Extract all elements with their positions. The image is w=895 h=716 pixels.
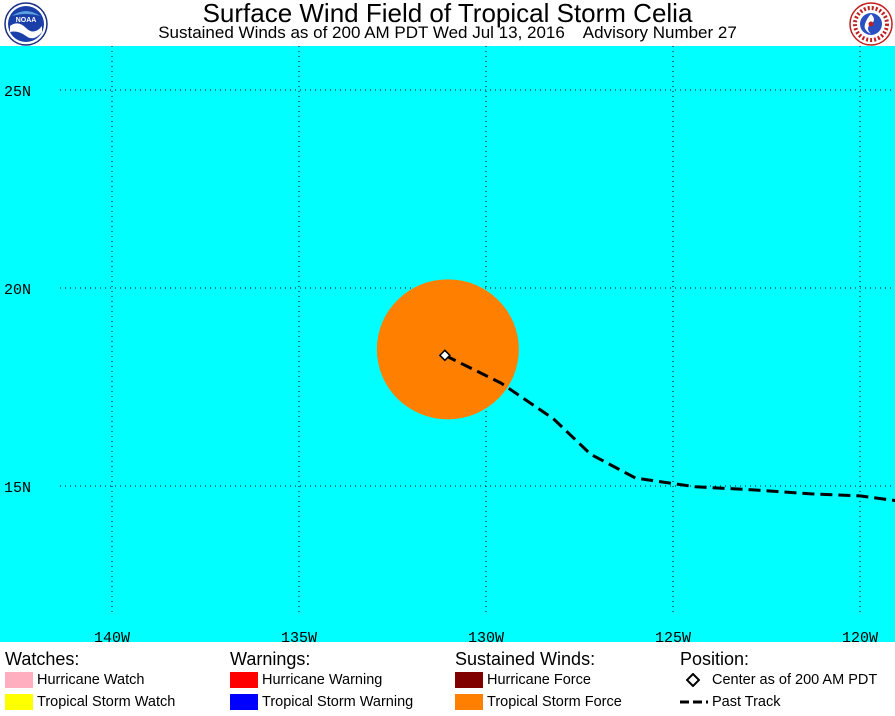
legend-warnings-heading: Warnings:	[230, 649, 311, 669]
legend-label: Center as of 200 AM PDT	[712, 672, 878, 688]
longitude-label: 140W	[94, 630, 130, 642]
legend-label: Hurricane Warning	[262, 672, 383, 688]
storm-center-layer	[438, 349, 451, 362]
hurricane-watch-swatch	[5, 672, 33, 688]
nws-logo-icon	[849, 2, 893, 46]
legend-label: Hurricane Force	[487, 672, 591, 688]
storm-center-marker	[438, 349, 451, 362]
longitude-label: 130W	[468, 630, 504, 642]
map-canvas: 25N 20N 15N 140W 135W 130W 125W 120W	[0, 46, 895, 647]
diamond-icon	[686, 673, 700, 687]
legend-label: Tropical Storm Warning	[262, 694, 414, 710]
tropical-storm-warning-swatch	[230, 694, 258, 710]
legend: Watches: Hurricane Watch Tropical Storm …	[0, 645, 895, 716]
legend-label: Past Track	[712, 694, 781, 710]
past-track-line	[444, 353, 895, 503]
noaa-logo-icon: NOAA	[4, 2, 48, 46]
past-track-layer	[444, 353, 895, 503]
wind-field-map: 25N 20N 15N 140W 135W 130W 125W 120W	[0, 46, 895, 647]
latitude-label: 15N	[4, 480, 31, 497]
longitude-label: 120W	[842, 630, 878, 642]
legend-label: Hurricane Watch	[37, 672, 145, 688]
latitude-label: 25N	[4, 84, 31, 101]
legend-watches-heading: Watches:	[5, 649, 80, 669]
tropical-storm-watch-swatch	[5, 694, 33, 710]
tropical-storm-force-wind-area	[376, 279, 519, 420]
hurricane-force-swatch	[455, 672, 483, 688]
header: NOAA Surface Wind Field of Tropical Stor…	[0, 0, 895, 46]
legend-position-heading: Position:	[680, 649, 750, 669]
legend-label: Tropical Storm Watch	[37, 694, 176, 710]
latitude-label: 20N	[4, 282, 31, 299]
page-title: Surface Wind Field of Tropical Storm Cel…	[202, 0, 693, 28]
longitude-label: 125W	[655, 630, 691, 642]
wind-field-layer	[376, 279, 519, 420]
legend-label: Tropical Storm Force	[487, 694, 622, 710]
noaa-logo-text: NOAA	[16, 17, 37, 24]
hurricane-warning-swatch	[230, 672, 258, 688]
longitude-label: 135W	[281, 630, 317, 642]
legend-winds-heading: Sustained Winds:	[455, 649, 596, 669]
tropical-storm-force-swatch	[455, 694, 483, 710]
dashed-line-icon	[680, 700, 708, 704]
page-subtitle: Sustained Winds as of 200 AM PDT Wed Jul…	[158, 23, 737, 42]
